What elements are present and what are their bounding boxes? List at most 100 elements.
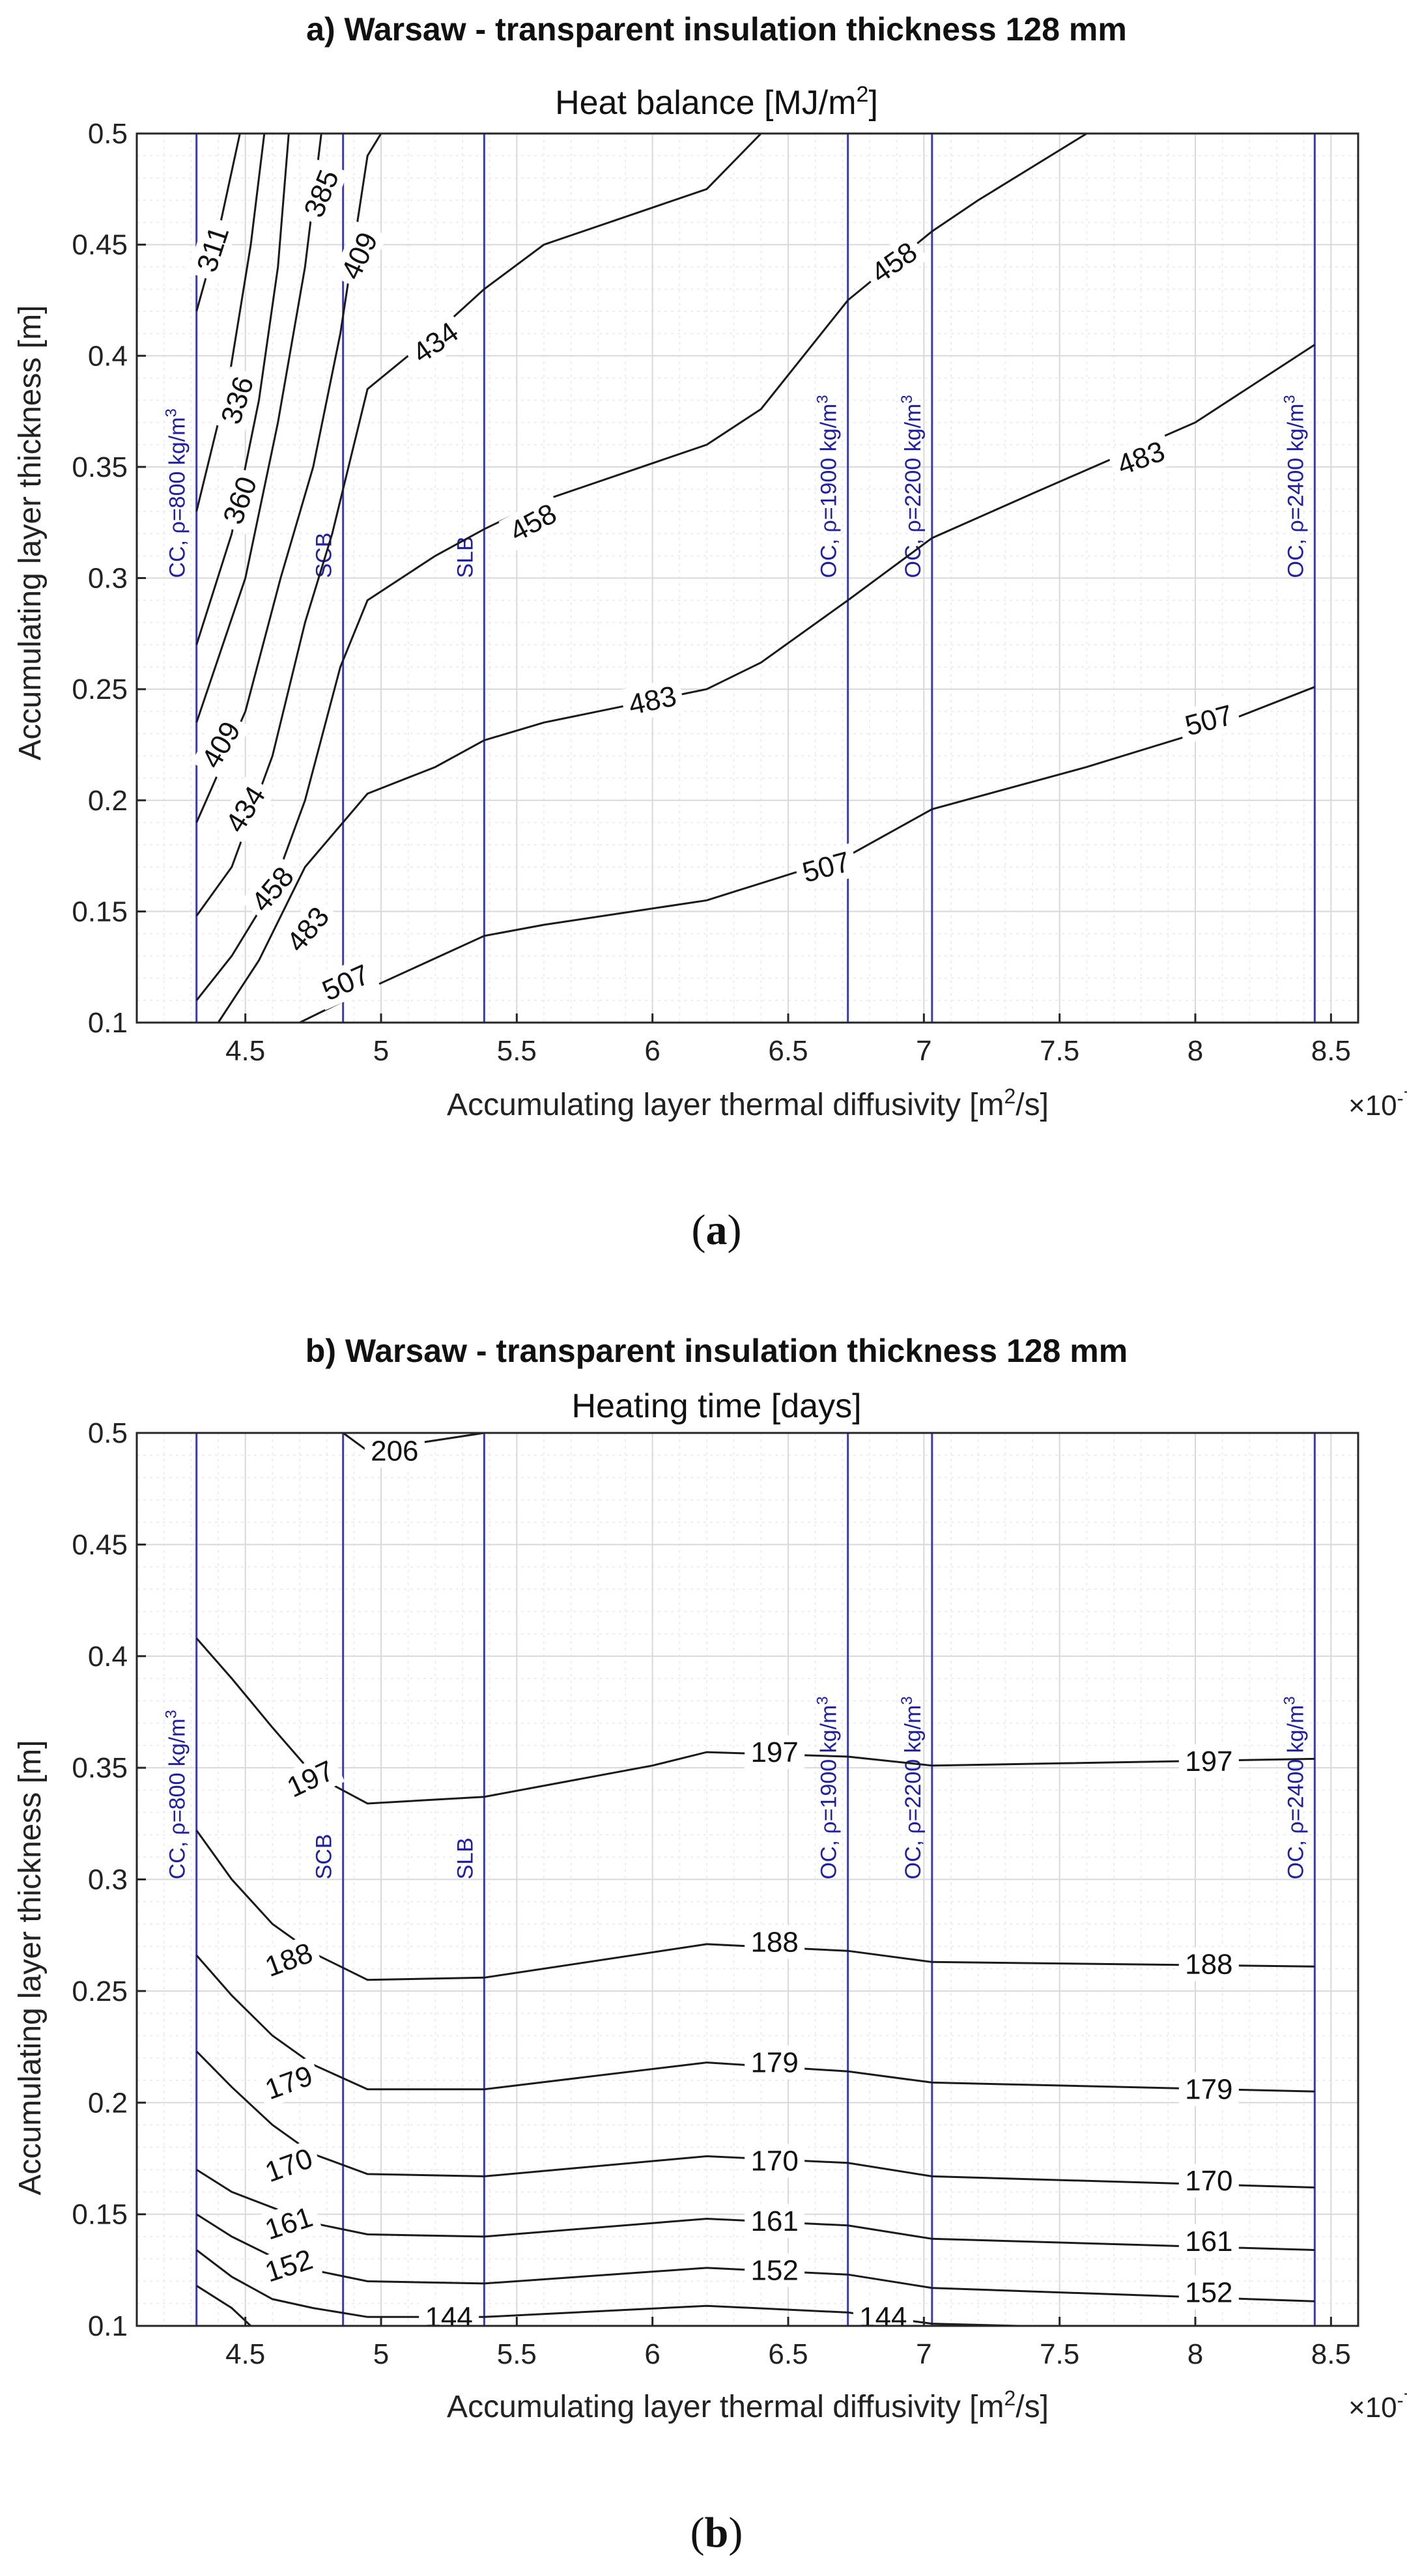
chart-subtitle: Heating time [days] <box>571 1387 861 1425</box>
y-tick-labels: 0.1 0.15 0.2 0.25 0.3 0.35 0.4 0.45 0.5 <box>72 1417 146 2342</box>
x-axis-multiplier: ×10-7 <box>1348 2390 1407 2424</box>
x-tick-label: 5.5 <box>497 2338 537 2370</box>
y-tick-label: 0.35 <box>72 451 128 483</box>
y-tick-labels: 0.1 0.15 0.2 0.25 0.3 0.35 0.4 0.45 0.5 <box>72 118 146 1039</box>
chart-title: b) Warsaw - transparent insulation thick… <box>306 1333 1128 1369</box>
contour-label-bg <box>294 159 348 228</box>
chart-subtitle: Heat balance [MJ/m2] <box>555 82 878 122</box>
contour-label: 188 <box>750 1926 798 1958</box>
material-label: SLB <box>453 536 477 578</box>
contour-line <box>195 132 762 917</box>
contour-line <box>195 2213 1315 2302</box>
x-tick-label: 5.5 <box>497 1035 537 1067</box>
contour-label-bg <box>214 466 266 535</box>
contour-label-bg <box>498 493 568 552</box>
y-tick-label: 0.1 <box>88 2310 128 2342</box>
material-lines: CC, ρ=800 kg/m3 SCB SLB OC, ρ=1900 kg/m3 OC,… <box>162 1433 1316 2326</box>
contour-label-bg <box>793 843 860 892</box>
contour-label: 197 <box>750 1736 798 1768</box>
contour-label: 152 <box>1185 2277 1232 2309</box>
y-tick-label: 0.2 <box>88 2087 128 2119</box>
contour-line <box>195 2168 1315 2251</box>
contour-label: 179 <box>750 2047 798 2079</box>
x-tick-labels: 4.5 5 5.5 6 6.5 7 7.5 8 8.5 <box>225 1013 1351 1067</box>
contour-label: 311 <box>191 223 235 276</box>
contour-label: 161 <box>750 2205 798 2237</box>
contour-label: 179 <box>1185 2074 1232 2106</box>
y-tick-label: 0.45 <box>72 229 128 261</box>
x-tick-label: 6.5 <box>768 1035 808 1067</box>
contour-label: 483 <box>1113 435 1169 481</box>
x-axis-multiplier: ×10-7 <box>1348 1088 1407 1122</box>
material-label: OC, ρ=1900 kg/m3 <box>814 1696 842 1879</box>
y-tick-label: 0.1 <box>88 1007 128 1039</box>
contour-label-bg <box>255 1933 323 1987</box>
contour-label-bg <box>745 2045 805 2080</box>
contour-label-bg <box>255 2139 323 2192</box>
contour-label-bg <box>255 2198 323 2249</box>
contour-label-bg <box>255 2056 323 2109</box>
y-axis-label: Accumulating layer thickness [m] <box>13 305 48 761</box>
x-tick-label: 6 <box>644 2338 660 2370</box>
y-tick-label: 0.5 <box>88 1417 128 1449</box>
x-tick-label: 7.5 <box>1040 1035 1079 1067</box>
x-tick-label: 6 <box>644 1035 660 1067</box>
panel-caption-b: (b) <box>690 2509 743 2556</box>
y-tick-label: 0.35 <box>72 1752 128 1784</box>
contour-line <box>195 133 266 512</box>
heat-balance-chart: a) Warsaw - transparent insulation thick… <box>13 11 1407 1254</box>
x-tick-label: 8.5 <box>1311 2338 1351 2370</box>
x-tick-label: 5 <box>373 1035 389 1067</box>
contour-line <box>195 1955 1315 2093</box>
x-tick-label: 4.5 <box>225 2338 265 2370</box>
y-tick-label: 0.45 <box>72 1529 128 1561</box>
panel-a: a) Warsaw - transparent insulation thick… <box>13 11 1407 1254</box>
y-tick-label: 0.4 <box>88 1641 128 1673</box>
material-label: OC, ρ=2400 kg/m3 <box>1281 395 1309 578</box>
y-tick-label: 0.3 <box>88 1864 128 1896</box>
contour-label: 197 <box>1185 1746 1232 1777</box>
contour-label-bg <box>1178 1744 1239 1778</box>
y-tick-label: 0.3 <box>88 563 128 595</box>
contour-label-bg <box>331 221 388 290</box>
x-axis-label: Accumulating layer thermal diffusivity [… <box>447 2386 1049 2424</box>
contour-label: 170 <box>1185 2165 1232 2197</box>
contour-label-bg <box>191 710 251 780</box>
contour-label-bg <box>1178 1947 1239 1981</box>
contour-label: 161 <box>1185 2226 1232 2258</box>
x-tick-label: 8 <box>1187 1035 1203 1067</box>
contour-label: 152 <box>750 2254 798 2286</box>
contour-label-bg <box>240 855 305 924</box>
x-tick-labels: 4.5 5 5.5 6 6.5 7 7.5 8 8.5 <box>225 2317 1351 2370</box>
material-label: SCB <box>312 1834 337 1880</box>
material-label: OC, ρ=2400 kg/m3 <box>1281 1696 1309 1879</box>
contour-label-bg <box>215 774 276 844</box>
x-axis-label: Accumulating layer thermal diffusivity [… <box>447 1084 1049 1122</box>
contour-line <box>195 133 382 823</box>
y-tick-label: 0.15 <box>72 896 128 927</box>
contour-label-bg <box>401 311 470 374</box>
y-axis-label: Accumulating layer thickness [m] <box>13 1740 48 2196</box>
contour-label-bg <box>187 215 238 283</box>
contour-label: 507 <box>799 845 854 888</box>
contour-label-bg <box>859 231 929 294</box>
contour-label-bg <box>1178 2275 1239 2310</box>
y-tick-label: 0.4 <box>88 340 128 372</box>
contour-label-bg <box>745 2253 805 2287</box>
contour-label: 206 <box>371 1435 418 1467</box>
contour-label-bg <box>1175 696 1242 744</box>
contour-label-bg <box>745 1735 805 1770</box>
contour-label-bg <box>1178 2072 1239 2106</box>
contour-label-bg <box>364 1434 425 1468</box>
contour-line <box>299 686 1315 1024</box>
material-lines: CC, ρ=800 kg/m3 SCB SLB OC, ρ=1900 kg/m3 OC,… <box>162 134 1316 1023</box>
x-tick-label: 8 <box>1187 2338 1203 2370</box>
contour-label-bg <box>745 2203 805 2238</box>
y-tick-label: 0.5 <box>88 118 128 150</box>
panel-b: b) Warsaw - transparent insulation thick… <box>0 1288 1407 2576</box>
material-label: CC, ρ=800 kg/m3 <box>162 408 190 578</box>
contour-line <box>195 133 290 645</box>
material-label: OC, ρ=2200 kg/m3 <box>898 1696 926 1879</box>
contour-label: 161 <box>261 2201 317 2246</box>
contour-label-bg <box>212 366 263 434</box>
